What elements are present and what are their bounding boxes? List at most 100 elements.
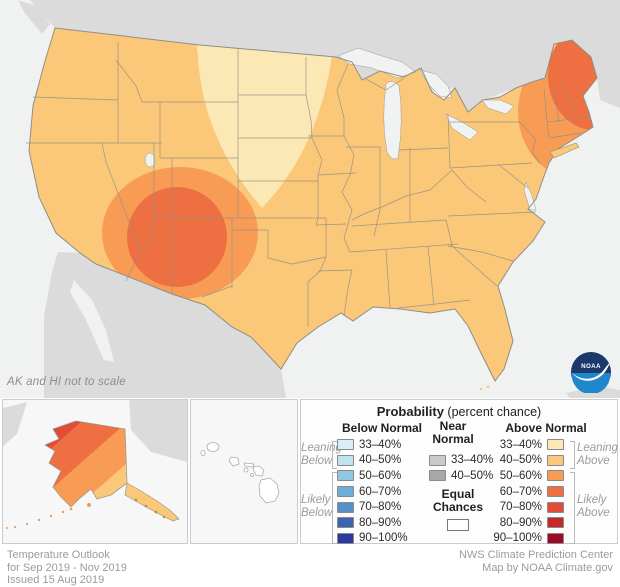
- aleutian-islands: [6, 503, 91, 529]
- gulf-of-california: [70, 280, 114, 362]
- range-label: 80–90%: [499, 516, 542, 529]
- footer-issued-line: Issued 15 Aug 2019: [7, 574, 105, 586]
- likely-above-label: Likely Above: [577, 494, 610, 519]
- range-label: 50–60%: [359, 469, 402, 482]
- legend-row: 40–50%: [484, 453, 564, 469]
- equal-chances-swatch: [447, 519, 469, 531]
- florida-keys: [486, 385, 490, 389]
- color-swatch: [337, 532, 354, 544]
- legend-row: 80–90%: [484, 515, 564, 531]
- legend-row: 60–70%: [484, 484, 564, 500]
- main-map-area: AK and HI not to scale NOAA: [0, 0, 620, 398]
- panhandle-islands: [134, 498, 166, 519]
- legend-panel: Probability (percent chance) Below Norma…: [300, 399, 618, 544]
- lake-michigan: [383, 81, 402, 160]
- near-normal-header: Near Normal: [432, 419, 474, 446]
- legend-row: 70–80%: [484, 499, 564, 515]
- legend-row: 80–90%: [337, 515, 408, 531]
- likely-above-bracket: [570, 472, 575, 544]
- long-island: [549, 142, 580, 159]
- range-label: 90–100%: [359, 532, 408, 545]
- likely-below-label: Likely Below: [301, 494, 333, 519]
- color-swatch: [547, 486, 564, 498]
- range-label: 33–40%: [359, 438, 402, 451]
- color-swatch: [337, 454, 354, 466]
- footer-title-line: Temperature Outlook: [7, 549, 110, 561]
- range-label: 40–50%: [499, 454, 542, 467]
- hawaii-inset-panel: [190, 399, 298, 544]
- legend-row: 70–80%: [337, 499, 408, 515]
- range-label: 60–70%: [499, 485, 542, 498]
- legend-row: 90–100%: [337, 531, 408, 547]
- range-label: 60–70%: [359, 485, 402, 498]
- hawaii-islands: [200, 442, 280, 504]
- range-label: 33–40%: [499, 438, 542, 451]
- range-label: 40–50%: [359, 454, 402, 467]
- island-kahoolawe: [250, 473, 254, 477]
- legend-row: 50–60%: [484, 468, 564, 484]
- color-swatch: [429, 470, 446, 482]
- russia-landmass: [3, 402, 27, 446]
- leaning-below-bracket: [332, 441, 337, 469]
- color-swatch: [547, 501, 564, 513]
- color-swatch: [337, 517, 354, 529]
- legend-row: 33–40%: [337, 437, 408, 453]
- island-hawaii: [258, 477, 280, 504]
- noaa-logo-text: NOAA: [581, 363, 601, 370]
- legend-row: 40–50%: [337, 453, 408, 469]
- great-lakes: [144, 47, 537, 211]
- above-normal-rows: 33–40% 40–50% 50–60% 60–70% 70–80% 80–90% 90–1…: [484, 437, 564, 546]
- footer-left: Temperature Outlook for Sep 2019 - Nov 2…: [7, 549, 127, 587]
- seagull-icon: [572, 363, 610, 381]
- range-label: 33–40%: [451, 454, 494, 467]
- legend-row: 40–50%: [429, 468, 493, 484]
- color-swatch: [547, 454, 564, 466]
- color-swatch: [547, 517, 564, 529]
- lake-superior: [337, 47, 417, 79]
- island-maui: [252, 465, 265, 477]
- color-swatch: [337, 470, 354, 482]
- color-swatch: [547, 470, 564, 482]
- range-label: 50–60%: [499, 469, 542, 482]
- florida-keys: [479, 387, 483, 391]
- legend-title: Probability (percent chance): [301, 404, 617, 419]
- island-oahu: [228, 456, 240, 467]
- color-swatch: [547, 439, 564, 451]
- equal-chances-label: Equal Chances: [432, 487, 484, 514]
- island-molokai: [243, 462, 255, 468]
- legend-row: 50–60%: [337, 468, 408, 484]
- region-above-33-40: [196, 40, 334, 208]
- equal-chances-block: Equal Chances: [433, 488, 483, 531]
- alaska-inset-panel: [2, 399, 188, 544]
- range-label: 90–100%: [493, 532, 542, 545]
- range-label: 40–50%: [451, 469, 494, 482]
- above-normal-header: Above Normal: [505, 421, 587, 435]
- alaska-panhandle: [124, 482, 180, 522]
- likely-below-bracket: [332, 472, 337, 544]
- legend-row: 33–40%: [484, 437, 564, 453]
- footer-period-line: for Sep 2019 - Nov 2019: [7, 561, 127, 574]
- footer-right: NWS Climate Prediction Center Map by NOA…: [459, 549, 613, 574]
- island-kauai: [206, 442, 220, 452]
- hawaii-map: [200, 442, 280, 504]
- conus-map: [0, 0, 620, 398]
- legend-row: 90–100%: [484, 531, 564, 547]
- color-swatch: [429, 454, 446, 466]
- canada-landmass: [129, 400, 187, 462]
- footer-source-line: NWS Climate Prediction Center: [458, 549, 613, 561]
- noaa-logo: NOAA: [571, 352, 611, 393]
- mexico-landmass: [44, 252, 286, 398]
- state-borders: [26, 42, 590, 327]
- alaska-map: [3, 400, 187, 529]
- legend-title-suffix: (percent chance): [447, 405, 542, 419]
- range-label: 70–80%: [499, 501, 542, 514]
- scale-note: AK and HI not to scale: [7, 376, 126, 388]
- below-normal-rows: 33–40% 40–50% 50–60% 60–70% 70–80% 80–90% 90–1…: [337, 437, 408, 546]
- legend-row: 60–70%: [337, 484, 408, 500]
- color-swatch: [337, 501, 354, 513]
- island-lanai: [243, 467, 249, 473]
- below-normal-header: Below Normal: [341, 421, 423, 435]
- leaning-above-bracket: [570, 441, 575, 469]
- legend-title-main: Probability: [376, 404, 444, 419]
- alaska-shape: [44, 420, 128, 508]
